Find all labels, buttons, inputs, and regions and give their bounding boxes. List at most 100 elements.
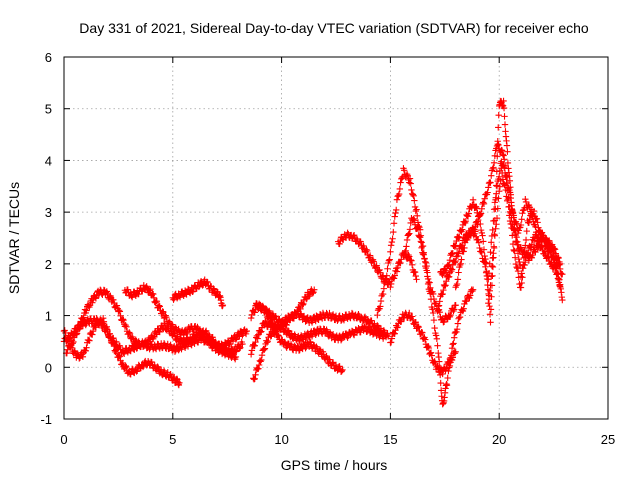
data-point — [449, 341, 456, 348]
data-point — [387, 283, 394, 291]
data-point — [508, 202, 515, 209]
data-point — [372, 263, 380, 271]
data-point — [405, 231, 412, 238]
data-point — [413, 206, 420, 213]
data-point — [82, 347, 89, 355]
data-point — [255, 365, 262, 372]
data-point — [500, 104, 508, 112]
data-point — [191, 340, 198, 347]
data-point — [210, 285, 217, 292]
data-point — [456, 233, 463, 241]
data-point — [492, 196, 499, 203]
data-point — [464, 236, 471, 244]
y-tick-label: 5 — [45, 102, 52, 117]
data-point — [129, 335, 137, 342]
plot-frame — [63, 56, 609, 420]
data-point — [516, 258, 523, 266]
data-point — [450, 340, 457, 347]
data-point — [475, 213, 483, 220]
data-point — [214, 289, 221, 296]
data-point — [302, 335, 309, 342]
data-point — [451, 243, 459, 250]
data-point — [392, 209, 399, 217]
data-point — [441, 365, 448, 373]
y-tick-label: 6 — [45, 50, 52, 65]
data-point — [477, 226, 485, 234]
data-point — [554, 254, 562, 261]
data-point — [498, 158, 505, 165]
data-point — [525, 249, 532, 256]
data-point — [556, 276, 563, 283]
data-point — [436, 298, 443, 305]
data-point — [368, 317, 375, 324]
data-point — [485, 184, 492, 191]
data-point — [226, 348, 233, 356]
data-point — [485, 292, 493, 299]
data-point — [552, 262, 559, 269]
data-point — [469, 286, 477, 293]
data-point — [220, 346, 227, 354]
data-point — [156, 303, 163, 310]
data-point — [502, 186, 509, 194]
data-point — [489, 263, 497, 271]
data-point — [408, 261, 416, 268]
data-point — [435, 302, 442, 310]
data-point — [496, 183, 504, 190]
data-point — [420, 335, 427, 342]
data-point — [533, 215, 541, 222]
data-point — [393, 268, 401, 275]
data-point — [252, 338, 259, 346]
data-point — [486, 302, 493, 310]
data-point — [410, 215, 417, 222]
data-point — [370, 258, 377, 265]
data-point — [123, 323, 130, 331]
x-tick-label: 25 — [601, 432, 615, 447]
data-point — [451, 329, 459, 337]
data-point — [465, 210, 472, 217]
data-point — [442, 282, 449, 289]
data-point — [228, 345, 235, 352]
data-point — [403, 243, 410, 250]
data-layer — [60, 97, 566, 408]
data-point — [452, 302, 459, 309]
data-point — [393, 196, 401, 203]
data-point — [493, 221, 500, 228]
data-point — [369, 331, 377, 338]
data-point — [89, 328, 97, 335]
data-point — [432, 332, 440, 339]
data-point — [403, 236, 411, 244]
data-point — [486, 311, 494, 318]
data-point — [535, 224, 542, 231]
series-trace-9 — [252, 286, 318, 329]
data-point — [414, 212, 421, 219]
data-point — [419, 250, 427, 258]
data-point — [509, 240, 517, 248]
data-point — [199, 282, 206, 289]
data-point — [456, 261, 464, 269]
data-point — [477, 248, 485, 255]
series-trace-8 — [250, 322, 388, 383]
data-point — [511, 254, 519, 261]
data-point — [543, 242, 550, 250]
data-point — [336, 240, 343, 248]
data-point — [394, 264, 401, 271]
data-point — [459, 226, 466, 233]
data-point — [302, 318, 309, 325]
data-point — [503, 173, 511, 180]
data-point — [183, 330, 190, 338]
data-point — [274, 326, 281, 334]
data-point — [469, 196, 477, 204]
data-point — [82, 321, 89, 329]
data-point — [442, 267, 449, 274]
data-point — [550, 256, 557, 263]
data-point — [63, 338, 71, 345]
data-point — [451, 350, 459, 357]
data-point — [348, 309, 356, 317]
data-point — [451, 259, 459, 266]
data-point — [242, 330, 250, 338]
data-point — [441, 282, 448, 290]
data-point — [213, 288, 221, 295]
data-point — [255, 361, 263, 369]
data-point — [394, 323, 401, 331]
data-point — [311, 286, 318, 293]
